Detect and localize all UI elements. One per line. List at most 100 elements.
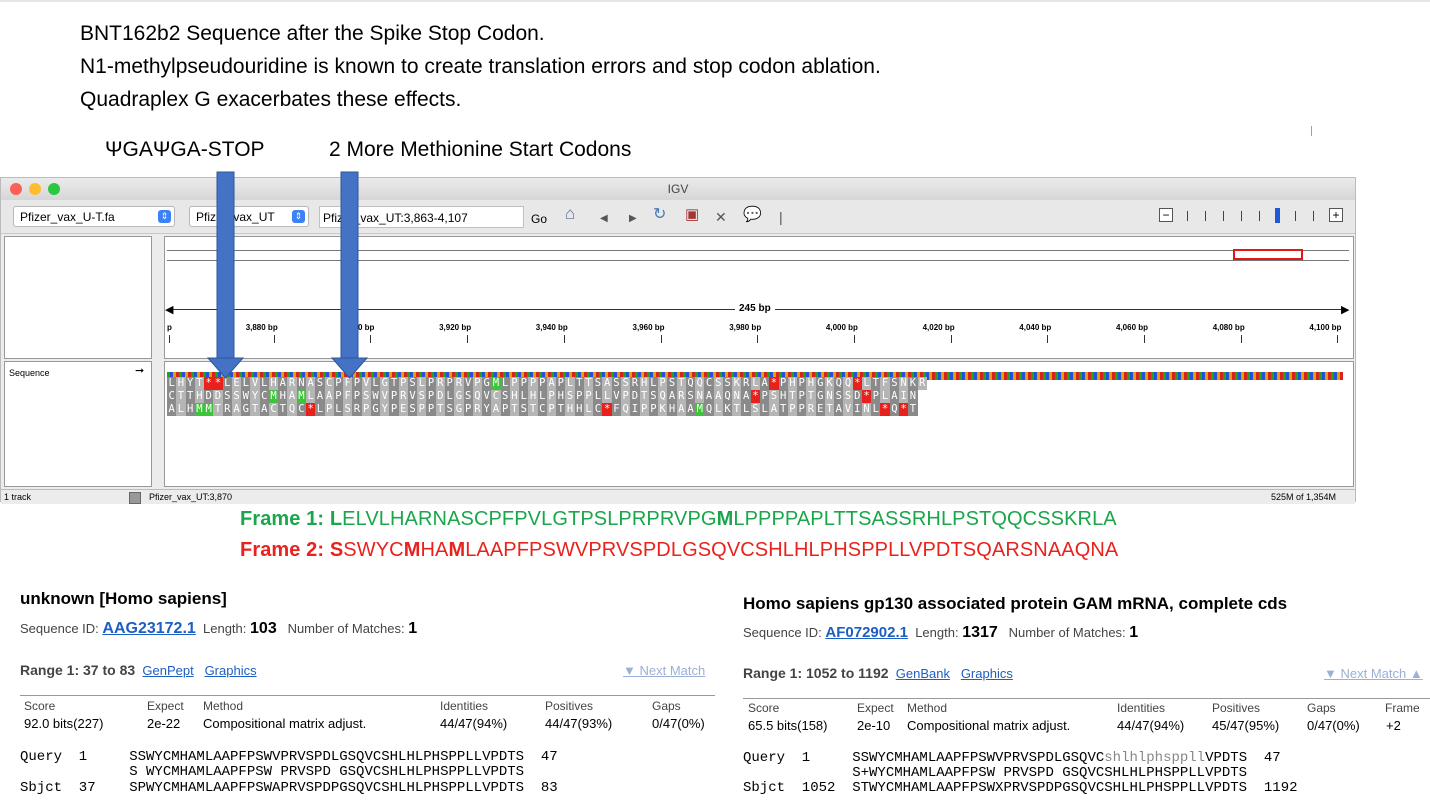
nucleotide-mark (932, 372, 935, 380)
amino-acid-cell: P (398, 377, 408, 390)
nucleotide-mark (1313, 372, 1316, 380)
blast-right-seqid-link[interactable]: AF072902.1 (825, 624, 908, 641)
nucleotide-mark (677, 372, 680, 380)
nucleotide-mark (692, 372, 695, 380)
nucleotide-mark (455, 372, 458, 380)
nucleotide-mark (344, 372, 347, 380)
stop-codon-cell: * (852, 377, 862, 390)
genpept-link[interactable]: GenPept (142, 663, 194, 678)
nucleotide-mark (1112, 372, 1115, 380)
zoom-tick[interactable] (1295, 211, 1296, 221)
locus-input[interactable]: Pfizer_vax_UT:3,863-4,107 (319, 206, 524, 228)
amino-acid-cell: S (519, 403, 529, 416)
zoom-current-level[interactable] (1275, 208, 1280, 223)
amino-acid-cell: N (861, 403, 872, 416)
nucleotide-mark (419, 372, 422, 380)
amino-acid-cell: H (268, 377, 279, 390)
nucleotide-mark (1139, 372, 1142, 380)
zoom-tick[interactable] (1205, 211, 1206, 221)
ruler-tick-label: 4,060 bp (1116, 323, 1149, 332)
back-icon[interactable]: ◀ (600, 213, 608, 224)
amino-acid-cell: Q (722, 390, 733, 403)
zoom-window-button[interactable] (48, 183, 60, 195)
amino-acid-cell: A (259, 403, 269, 416)
forward-icon[interactable]: ▶ (629, 213, 637, 224)
amino-acid-cell: T (528, 403, 538, 416)
amino-acid-cell: N (695, 390, 705, 403)
go-button[interactable]: Go (531, 212, 548, 226)
genome-select[interactable]: Pfizer_vax_U-T.fa ⇕ (13, 206, 175, 227)
amino-acid-cell: D (852, 390, 862, 403)
graphics-link[interactable]: Graphics (960, 666, 1013, 681)
amino-acid-cell: R (222, 403, 232, 416)
home-icon[interactable]: ⌂ (565, 204, 576, 223)
nucleotide-mark (1052, 372, 1055, 380)
nucleotide-mark (1316, 372, 1319, 380)
nucleotide-mark (851, 372, 854, 380)
zoom-tick[interactable] (1241, 211, 1242, 221)
strand-arrow-icon[interactable]: ➞ (135, 365, 145, 377)
close-window-button[interactable] (10, 183, 22, 195)
nucleotide-mark (476, 372, 479, 380)
amino-acid-cell: S (593, 377, 603, 390)
amino-acid-cell: P (621, 390, 631, 403)
nucleotide-mark (812, 372, 815, 380)
nucleotide-mark (1259, 372, 1262, 380)
nucleotide-mark (197, 372, 200, 380)
amino-acid-cell: N (296, 377, 306, 390)
minimize-window-button[interactable] (29, 183, 41, 195)
next-match-link[interactable]: ▼ Next Match (623, 663, 706, 678)
zoom-tick[interactable] (1223, 211, 1224, 221)
amino-acid-cell: P (361, 403, 371, 416)
ruler-tick-label: 3,880 bp (245, 323, 278, 332)
amino-acid-cell: C (296, 403, 306, 416)
region-of-interest-icon[interactable]: ▣ (685, 206, 700, 223)
alignment-midline: S WYCMHAMLAAPFPSW PRVSPD GSQVCSHLHLPHSPP… (20, 764, 525, 780)
nucleotide-mark (584, 372, 587, 380)
resize-icon[interactable]: ✕ (715, 209, 727, 225)
next-match-link[interactable]: ▼ Next Match ▲ (1324, 666, 1423, 681)
nucleotide-mark (1148, 372, 1151, 380)
zoom-in-button[interactable]: + (1329, 208, 1343, 222)
nucleotide-mark (1088, 372, 1091, 380)
nucleotide-mark (1070, 372, 1073, 380)
zoom-tick[interactable] (1187, 211, 1188, 221)
genbank-link[interactable]: GenBank (895, 666, 950, 681)
graphics-link[interactable]: Graphics (204, 663, 257, 678)
nucleotide-mark (335, 372, 338, 380)
stop-arrow (206, 171, 245, 379)
nucleotide-mark (1016, 372, 1019, 380)
nucleotide-mark (599, 372, 602, 380)
nucleotide-mark (587, 372, 590, 380)
chromosome-ideogram[interactable] (167, 250, 1349, 261)
amino-acid-cell: C (537, 403, 547, 416)
nucleotide-mark (1289, 372, 1292, 380)
nucleotide-mark (956, 372, 959, 380)
table-divider (743, 698, 1430, 699)
nucleotide-mark (428, 372, 431, 380)
nucleotide-mark (905, 372, 908, 380)
amino-acid-cell: G (454, 390, 464, 403)
refresh-icon[interactable]: ↻ (653, 206, 667, 223)
amino-acid-cell: V (482, 390, 492, 403)
amino-acid-cell: Y (380, 403, 390, 416)
seqid-label: Sequence ID: (20, 621, 103, 636)
blast-left-seqid-link[interactable]: AAG23172.1 (102, 620, 196, 637)
track-name-sequence[interactable]: Sequence (9, 368, 50, 378)
nucleotide-mark (827, 372, 830, 380)
value-score: 92.0 bits(227) (24, 716, 104, 731)
amino-acid-cell: H (639, 377, 649, 390)
nucleotide-mark (425, 372, 428, 380)
zoom-out-button[interactable]: − (1159, 208, 1173, 222)
amino-acid-cell: P (389, 390, 399, 403)
zoom-tick[interactable] (1313, 211, 1314, 221)
nucleotide-mark (389, 372, 392, 380)
amino-acid-cell: R (806, 403, 816, 416)
amino-acid-cell: H (194, 390, 205, 403)
nucleotide-mark (227, 372, 230, 380)
nucleotide-mark (1286, 372, 1289, 380)
nucleotide-mark (884, 372, 887, 380)
popup-text-icon[interactable]: 💬 (743, 206, 762, 223)
zoom-tick[interactable] (1259, 211, 1260, 221)
nucleotide-mark (524, 372, 527, 380)
